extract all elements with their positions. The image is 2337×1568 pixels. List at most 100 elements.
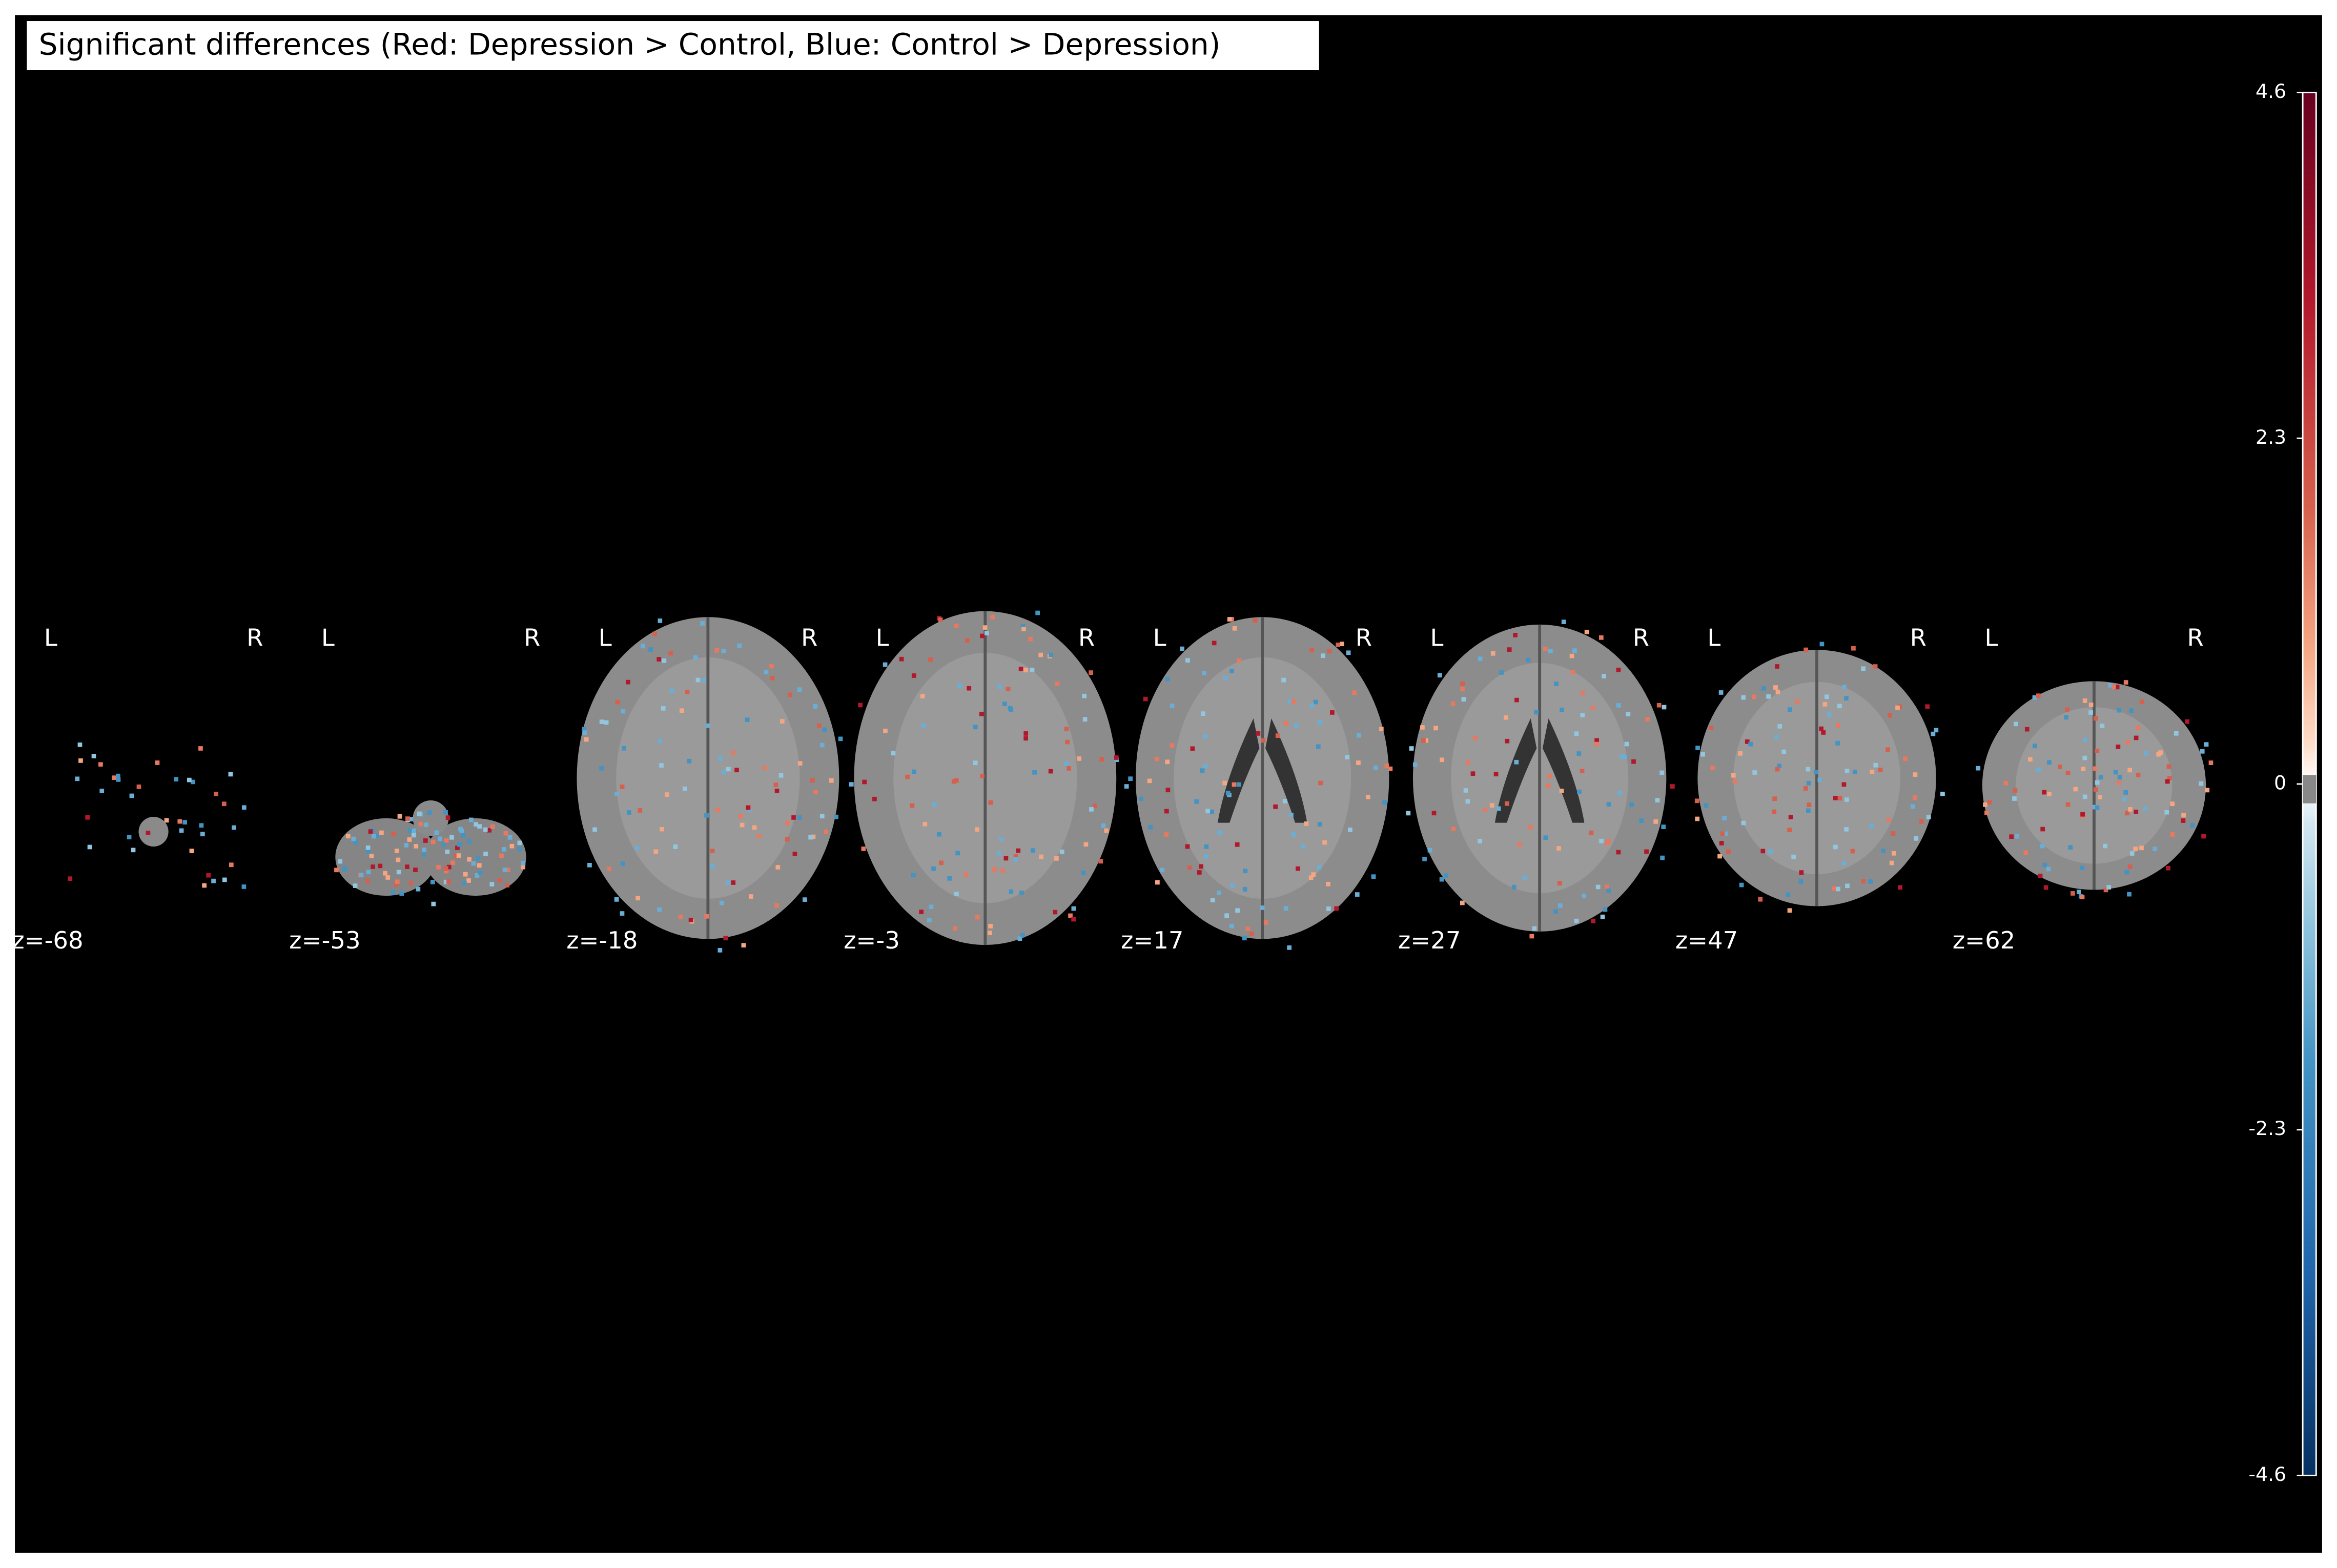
activation-voxel <box>1203 854 1208 859</box>
activation-voxel <box>1788 815 1793 819</box>
activation-voxel <box>2129 851 2135 856</box>
brain-slice: L Rz=27 <box>1398 620 1675 954</box>
activation-voxel <box>1101 823 1106 828</box>
activation-voxel <box>1718 690 1724 695</box>
activation-voxel <box>1317 822 1322 827</box>
activation-voxel <box>351 836 356 841</box>
activation-voxel <box>704 813 709 818</box>
activation-voxel <box>1187 865 1192 870</box>
activation-voxel <box>710 864 715 869</box>
activation-voxel <box>2144 751 2149 756</box>
activation-voxel <box>422 853 426 857</box>
activation-voxel <box>1837 704 1842 709</box>
activation-voxel <box>1460 687 1465 692</box>
activation-voxel <box>1384 764 1389 768</box>
activation-voxel <box>1460 900 1465 905</box>
activation-voxel <box>861 847 866 851</box>
activation-voxel <box>1926 815 1931 819</box>
activation-voxel <box>2201 834 2206 839</box>
activation-voxel <box>1164 809 1169 814</box>
activation-voxel <box>1289 813 1294 818</box>
slice-label: z=-53 <box>289 926 360 954</box>
activation-voxel <box>1422 856 1427 861</box>
activation-voxel <box>1077 756 1082 761</box>
activation-voxel <box>202 883 207 888</box>
activation-voxel <box>1017 936 1022 941</box>
activation-voxel <box>775 865 781 870</box>
activation-voxel <box>1283 721 1288 726</box>
activation-voxel <box>414 843 419 849</box>
activation-voxel <box>461 833 466 838</box>
activation-voxel <box>222 877 227 882</box>
activation-voxel <box>1229 669 1234 673</box>
activation-voxel <box>2042 862 2047 868</box>
activation-voxel <box>1124 784 1129 789</box>
right-label: R <box>1356 624 1372 651</box>
activation-voxel <box>822 727 827 732</box>
title-box <box>27 21 1319 70</box>
activation-voxel <box>1420 725 1425 730</box>
activation-voxel <box>1661 824 1666 829</box>
activation-voxel <box>1431 811 1437 816</box>
activation-voxel <box>1309 703 1315 708</box>
activation-voxel <box>407 837 412 842</box>
activation-voxel <box>1253 618 1258 623</box>
activation-voxel <box>1048 769 1053 774</box>
activation-voxel <box>2098 795 2103 799</box>
slice-label: z=-3 <box>844 926 900 954</box>
activation-voxel <box>431 901 436 906</box>
ventricle <box>1494 718 1537 823</box>
activation-voxel <box>2046 866 2051 872</box>
activation-voxel <box>1841 782 1847 787</box>
activation-voxel <box>1775 767 1780 772</box>
activation-voxel <box>714 648 720 653</box>
activation-voxel <box>1013 854 1018 859</box>
activation-voxel <box>418 821 423 827</box>
activation-voxel <box>1976 766 1981 771</box>
activation-voxel <box>2036 693 2041 698</box>
activation-voxel <box>1067 766 1071 771</box>
activation-voxel <box>954 623 959 628</box>
activation-voxel <box>182 820 188 825</box>
activation-voxel <box>1560 707 1565 712</box>
activation-voxel <box>1451 827 1456 831</box>
activation-voxel <box>232 825 236 830</box>
activation-voxel <box>2204 742 2209 747</box>
activation-voxel <box>2082 698 2087 703</box>
activation-voxel <box>1892 851 1896 856</box>
activation-voxel <box>1283 906 1288 911</box>
activation-voxel <box>2023 850 2028 855</box>
activation-voxel <box>359 873 364 878</box>
activation-voxel <box>1165 676 1170 682</box>
activation-voxel <box>1887 817 1891 822</box>
activation-voxel <box>1582 893 1587 898</box>
activation-voxel <box>507 835 512 840</box>
activation-voxel <box>1822 702 1828 707</box>
activation-voxel <box>1170 743 1175 748</box>
activation-voxel <box>1889 860 1894 865</box>
activation-voxel <box>1020 933 1025 938</box>
activation-voxel <box>1513 633 1518 637</box>
activation-voxel <box>501 847 506 852</box>
activation-voxel <box>1275 733 1280 738</box>
activation-voxel <box>505 868 510 872</box>
activation-voxel <box>1835 723 1840 728</box>
activation-voxel <box>788 692 792 697</box>
activation-voxel <box>2166 764 2171 769</box>
activation-voxel <box>1824 694 1829 699</box>
activation-voxel <box>2057 765 2062 769</box>
activation-voxel <box>408 817 413 822</box>
activation-voxel <box>1340 642 1344 646</box>
colorbar: 4.6 2.3 0 -2.3 -4.6 <box>2248 80 2317 1486</box>
activation-voxel <box>371 834 376 839</box>
activation-voxel <box>988 931 993 935</box>
activation-voxel <box>391 832 396 836</box>
activation-voxel <box>1777 764 1781 769</box>
activation-voxel <box>1514 759 1519 765</box>
activation-voxel <box>740 822 745 828</box>
activation-voxel <box>797 761 803 766</box>
activation-voxel <box>1833 795 1838 800</box>
activation-voxel <box>385 875 391 880</box>
activation-voxel <box>648 647 653 652</box>
